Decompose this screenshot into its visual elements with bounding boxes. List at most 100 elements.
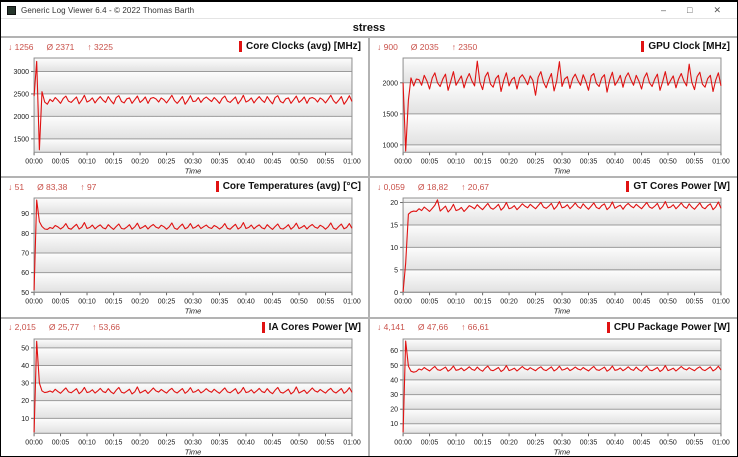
stat-max: ↑ 97 — [80, 181, 97, 192]
chart-header: ↓ 900 Ø 2035 ↑ 2350 GPU Clock [MHz] — [377, 39, 730, 54]
line-chart-canvas[interactable]: 1500 2000 2500 3000 00:00 00:05 00:10 00:15 00:2… — [8, 54, 361, 176]
chart-panel: ↓ 0,059 Ø 18,82 ↑ 20,67 GT Cores Power [… — [370, 178, 737, 317]
svg-text:00:55: 00:55 — [686, 299, 704, 306]
legend-color-bar-icon — [238, 41, 242, 52]
stat-avg: Ø 83,38 — [37, 181, 68, 192]
page-title: stress — [352, 21, 386, 34]
svg-text:00:40: 00:40 — [606, 158, 624, 165]
svg-text:00:15: 00:15 — [105, 299, 123, 306]
legend-color-bar-icon — [215, 181, 219, 193]
svg-text:00:20: 00:20 — [500, 299, 518, 306]
svg-text:00:40: 00:40 — [237, 299, 255, 306]
svg-text:00:25: 00:25 — [527, 299, 545, 306]
svg-text:00:20: 00:20 — [131, 299, 149, 306]
chart-legend: GT Cores Power [W] — [626, 181, 730, 193]
maximize-button[interactable]: □ — [687, 4, 693, 15]
svg-text:00:10: 00:10 — [447, 299, 465, 306]
svg-text:00:30: 00:30 — [184, 158, 202, 165]
svg-text:Time: Time — [554, 447, 571, 456]
svg-text:90: 90 — [21, 212, 29, 219]
line-chart-canvas[interactable]: 0 5 10 15 20 00:00 00:05 00:10 00:15 00:20 00:25 00… — [377, 194, 730, 316]
svg-text:00:10: 00:10 — [447, 158, 465, 165]
line-chart-canvas[interactable]: 10 20 30 40 50 60 00:00 00:05 00:10 00:15 00:20 00:… — [377, 335, 730, 457]
svg-text:70: 70 — [21, 251, 29, 258]
window-title: Generic Log Viewer 6.4 - © 2022 Thomas B… — [21, 5, 195, 15]
svg-text:00:30: 00:30 — [184, 299, 202, 306]
svg-text:30: 30 — [390, 392, 398, 399]
stat-min: ↓ 4,141 — [377, 322, 405, 333]
chart-legend: CPU Package Power [W] — [606, 321, 730, 333]
line-chart-canvas[interactable]: 50 60 70 80 90 00:00 00:05 00:10 00:15 00:20 00:25… — [8, 194, 361, 316]
svg-text:00:45: 00:45 — [633, 299, 651, 306]
svg-text:Time: Time — [185, 307, 202, 316]
svg-text:00:55: 00:55 — [317, 158, 335, 165]
svg-text:00:10: 00:10 — [78, 158, 96, 165]
svg-text:1500: 1500 — [13, 136, 29, 143]
svg-text:Time: Time — [554, 166, 571, 175]
svg-text:00:00: 00:00 — [25, 299, 43, 306]
svg-text:00:10: 00:10 — [78, 439, 96, 446]
svg-text:Time: Time — [185, 447, 202, 456]
svg-text:01:00: 01:00 — [343, 439, 361, 446]
svg-text:00:40: 00:40 — [237, 158, 255, 165]
svg-text:00:50: 00:50 — [659, 158, 677, 165]
svg-text:00:15: 00:15 — [474, 299, 492, 306]
chart-title: GPU Clock [MHz] — [648, 41, 730, 52]
chart-stats: ↓ 900 Ø 2035 ↑ 2350 — [377, 42, 477, 52]
svg-text:00:00: 00:00 — [394, 299, 412, 306]
chart-title: Core Temperatures (avg) [°C] — [222, 181, 361, 193]
chart-panel: ↓ 2,015 Ø 25,77 ↑ 53,66 IA Cores Power [… — [1, 318, 368, 457]
stat-min: ↓ 1256 — [8, 41, 34, 52]
stat-min: ↓ 2,015 — [8, 322, 36, 333]
chart-header: ↓ 51 Ø 83,38 ↑ 97 Core Temperatures (avg… — [8, 179, 361, 194]
svg-text:00:25: 00:25 — [158, 158, 176, 165]
stat-avg: Ø 2371 — [46, 41, 75, 52]
svg-text:00:35: 00:35 — [211, 439, 229, 446]
chart-title: Core Clocks (avg) [MHz] — [245, 41, 361, 52]
chart-legend: GPU Clock [MHz] — [641, 41, 730, 52]
stat-max: ↑ 66,61 — [461, 322, 490, 333]
svg-text:00:25: 00:25 — [158, 439, 176, 446]
svg-text:40: 40 — [390, 377, 398, 384]
svg-text:00:35: 00:35 — [580, 299, 598, 306]
svg-text:00:45: 00:45 — [264, 439, 282, 446]
svg-text:20: 20 — [390, 200, 398, 207]
chart-legend: Core Clocks (avg) [MHz] — [238, 41, 361, 52]
legend-color-bar-icon — [626, 181, 630, 193]
svg-text:01:00: 01:00 — [712, 158, 730, 165]
close-button[interactable]: ✕ — [713, 4, 721, 15]
chart-title: GT Cores Power [W] — [633, 181, 730, 193]
svg-text:00:05: 00:05 — [421, 299, 439, 306]
chart-panel: ↓ 1256 Ø 2371 ↑ 3225 Core Clocks (avg) [… — [1, 38, 368, 177]
chart-panel: ↓ 51 Ø 83,38 ↑ 97 Core Temperatures (avg… — [1, 178, 368, 317]
svg-text:00:30: 00:30 — [553, 158, 571, 165]
svg-text:80: 80 — [21, 231, 29, 238]
svg-text:50: 50 — [21, 345, 29, 352]
stat-min: ↓ 900 — [377, 41, 398, 52]
svg-text:Time: Time — [554, 307, 571, 316]
svg-text:01:00: 01:00 — [343, 158, 361, 165]
line-chart-canvas[interactable]: 1000 1500 2000 00:00 00:05 00:10 00:15 00:20 00:… — [377, 54, 730, 176]
svg-text:5: 5 — [394, 268, 398, 275]
svg-text:2000: 2000 — [13, 114, 29, 121]
svg-text:10: 10 — [390, 421, 398, 428]
stat-avg: Ø 18,82 — [417, 181, 449, 192]
chart-header: ↓ 2,015 Ø 25,77 ↑ 53,66 IA Cores Power [… — [8, 320, 361, 335]
svg-text:60: 60 — [390, 348, 398, 355]
charts-grid: ↓ 1256 Ø 2371 ↑ 3225 Core Clocks (avg) [… — [1, 36, 737, 457]
app-icon — [7, 5, 16, 15]
svg-text:00:35: 00:35 — [580, 158, 598, 165]
title-bar[interactable]: Generic Log Viewer 6.4 - © 2022 Thomas B… — [1, 2, 737, 19]
stat-max: ↑ 53,66 — [92, 322, 121, 333]
chart-legend: IA Cores Power [W] — [261, 321, 361, 333]
svg-text:00:15: 00:15 — [105, 158, 123, 165]
svg-text:1500: 1500 — [382, 111, 398, 118]
svg-text:00:50: 00:50 — [659, 439, 677, 446]
line-chart-canvas[interactable]: 10 20 30 40 50 00:00 00:05 00:10 00:15 00:20 00:25… — [8, 335, 361, 457]
stat-avg: Ø 25,77 — [48, 322, 80, 333]
svg-text:00:15: 00:15 — [474, 158, 492, 165]
svg-text:60: 60 — [21, 270, 29, 277]
chart-stats: ↓ 51 Ø 83,38 ↑ 97 — [8, 182, 96, 192]
minimize-button[interactable]: – — [661, 4, 667, 15]
svg-text:00:55: 00:55 — [317, 439, 335, 446]
